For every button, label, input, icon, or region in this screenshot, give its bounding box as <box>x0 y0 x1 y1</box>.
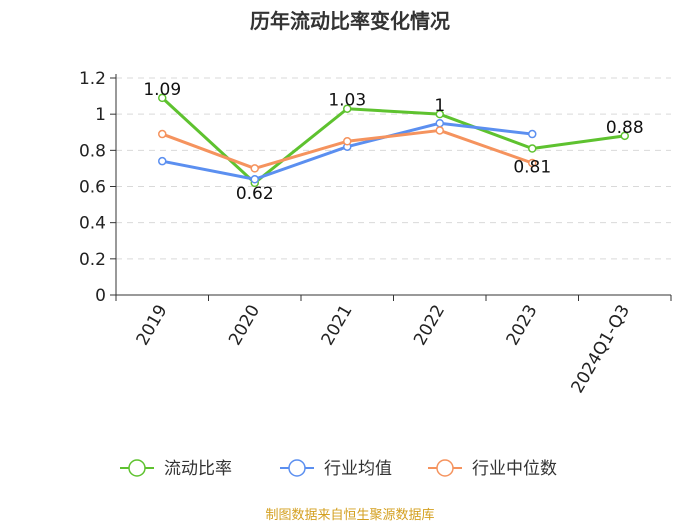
y-tick-label: 0.8 <box>79 141 106 161</box>
y-tick-label: 1.2 <box>79 69 106 89</box>
x-tick-label: 2021 <box>318 302 357 349</box>
legend: 流动比率 行业均值 行业中位数 <box>120 459 557 479</box>
data-label: 0.62 <box>236 184 274 204</box>
legend-marker <box>128 459 146 477</box>
x-tick-label: 2022 <box>410 302 449 349</box>
legend-marker <box>436 459 454 477</box>
x-tick-label: 2020 <box>225 302 264 349</box>
legend-label: 行业中位数 <box>472 459 557 479</box>
data-point <box>158 93 167 103</box>
data-labels: 1.09 0.62 1.03 1 0.81 0.88 <box>143 80 643 204</box>
data-point <box>343 137 352 146</box>
data-label: 1.09 <box>143 80 181 100</box>
data-point <box>620 131 629 141</box>
data-label: 1.03 <box>328 91 366 111</box>
y-tick-label: 0 <box>95 286 106 306</box>
y-tick-label: 0.4 <box>79 214 106 234</box>
data-point <box>343 104 352 113</box>
legend-marker <box>288 459 306 477</box>
data-label: 0.81 <box>513 158 551 178</box>
data-point <box>528 158 537 168</box>
x-tick-label: 2019 <box>133 302 172 349</box>
x-tick-label: 2024Q1-Q3 <box>568 302 635 397</box>
data-point <box>435 118 444 128</box>
data-point <box>250 175 259 184</box>
legend-label: 行业均值 <box>324 459 392 479</box>
legend-label: 流动比率 <box>164 459 232 479</box>
data-label: 0.88 <box>606 118 644 138</box>
x-tick-label: 2023 <box>503 302 542 349</box>
data-point <box>158 129 167 139</box>
chart-title: 历年流动比率变化情况 <box>250 9 450 33</box>
y-tick-label: 1 <box>95 105 106 125</box>
y-tick-label: 0.6 <box>79 178 106 198</box>
data-point <box>528 129 537 139</box>
data-label: 1 <box>434 96 445 116</box>
y-tick-label: 0.2 <box>79 250 106 270</box>
series-line <box>161 96 625 185</box>
source-note: 制图数据来自恒生聚源数据库 <box>265 507 434 523</box>
series-line <box>161 121 533 181</box>
data-point <box>250 164 259 173</box>
series-layer <box>158 93 629 188</box>
data-point <box>528 144 537 153</box>
data-point <box>435 126 444 135</box>
data-point <box>158 156 167 166</box>
data-point <box>435 109 444 119</box>
